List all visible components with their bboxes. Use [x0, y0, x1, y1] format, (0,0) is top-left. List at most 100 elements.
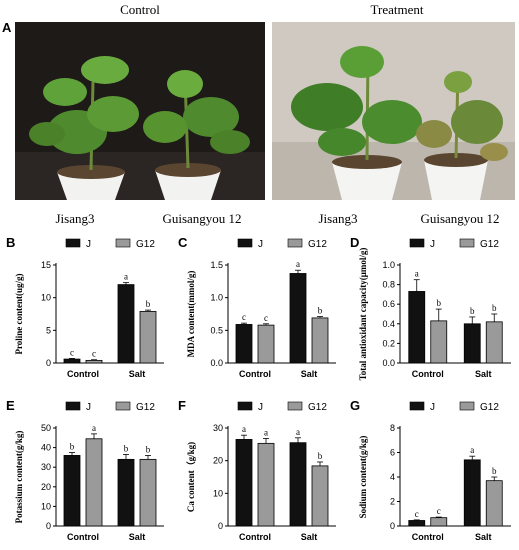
y-tick-label: 0.5: [210, 325, 223, 335]
y-tick-label: 8: [390, 423, 395, 433]
bar-j-control: [235, 324, 253, 364]
bar-j-salt: [117, 284, 135, 364]
cultivar-label-3: Jisang3: [318, 211, 358, 226]
panel-letter: E: [6, 398, 15, 413]
cultivar-label-4: Guisangyou 12: [420, 211, 500, 226]
bar-j-salt: [463, 459, 481, 527]
significance-letter: c: [415, 509, 419, 519]
bar-j-salt: [289, 442, 307, 527]
y-axis-label: Proline content(ug/g): [14, 273, 24, 354]
significance-letter: c: [70, 347, 74, 357]
chart-g: G J G12 0 2 4 6 8 Sodium content(g/kg) Control c c S…: [350, 398, 511, 542]
x-category-label: Control: [412, 369, 444, 379]
panel-letter: F: [178, 398, 186, 413]
significance-letter: a: [470, 445, 474, 455]
x-category-label: Control: [67, 369, 99, 379]
bar-g12-control: [257, 442, 275, 527]
treatment-photo: [272, 22, 515, 200]
legend-label-g12: G12: [308, 402, 327, 413]
x-category-label: Salt: [129, 369, 146, 379]
significance-letter: a: [242, 424, 246, 434]
significance-letter: a: [264, 427, 268, 437]
legend-swatch-g12: [115, 401, 131, 411]
significance-letter: a: [415, 269, 419, 279]
legend-swatch-j: [65, 238, 81, 248]
significance-letter: b: [492, 466, 497, 476]
legend-swatch-j: [237, 238, 253, 248]
y-tick-label: 10: [41, 501, 51, 511]
legend-swatch-j: [65, 401, 81, 411]
significance-letter: c: [242, 312, 246, 322]
legend-label-g12: G12: [136, 402, 155, 413]
chart-b: B J G12 0 5 10 15 Proline content(ug/g) Control c…: [6, 235, 164, 379]
y-tick-label: 30: [41, 462, 51, 472]
significance-letter: a: [92, 423, 96, 433]
chart-d: D J G12 0.0 0.2 0.4 0.6 0.8 1.0 Total antioxidant…: [350, 235, 511, 380]
panel-letter: B: [6, 235, 15, 250]
x-category-label: Salt: [301, 369, 318, 379]
legend-label-g12: G12: [136, 239, 155, 250]
legend-label-j: J: [258, 239, 263, 250]
significance-letter: a: [124, 272, 128, 282]
legend-swatch-j: [409, 401, 425, 411]
significance-letter: b: [318, 306, 323, 316]
bar-g12-salt: [485, 321, 503, 364]
legend-label-j: J: [430, 239, 435, 250]
significance-letter: a: [296, 259, 300, 269]
y-tick-label: 0.4: [382, 319, 395, 329]
bar-g12-control: [430, 320, 448, 364]
significance-letter: c: [264, 313, 268, 323]
panel-a-letter: A: [2, 20, 12, 35]
bar-j-control: [408, 291, 426, 364]
y-tick-label: 15: [41, 260, 51, 270]
bar-j-control: [235, 439, 253, 527]
significance-letter: b: [492, 303, 497, 313]
y-tick-label: 4: [390, 472, 395, 482]
legend-swatch-j: [237, 401, 253, 411]
panel-letter: D: [350, 235, 359, 250]
y-tick-label: 0.6: [382, 299, 395, 309]
y-tick-label: 0.0: [210, 358, 223, 368]
y-tick-label: 6: [390, 448, 395, 458]
y-axis-label: Potassium content(g/kg): [14, 431, 24, 524]
bar-g12-salt: [311, 317, 329, 364]
chart-c: C J G12 0.0 0.5 1.0 1.5 MDA content(mmol/g) Cont…: [178, 235, 336, 379]
chart-f: F J G12 0 10 20 30 Ca content（g/kg) Control a a Sal…: [178, 398, 336, 542]
y-tick-label: 50: [41, 423, 51, 433]
y-tick-label: 0.0: [382, 358, 395, 368]
treatment-photo-title: Treatment: [370, 2, 424, 17]
bar-g12-salt: [311, 465, 329, 527]
y-tick-label: 0: [218, 521, 223, 531]
significance-letter: a: [296, 427, 300, 437]
bar-g12-control: [85, 438, 103, 527]
y-axis-label: Ca content（g/kg): [186, 442, 196, 512]
chart-e: E J G12 0 10 20 30 40 50 Potassium content(g/kg) C…: [6, 398, 164, 542]
bar-g12-control: [257, 324, 275, 364]
x-category-label: Control: [239, 532, 271, 542]
significance-letter: b: [318, 451, 323, 461]
y-tick-label: 10: [41, 293, 51, 303]
bar-j-salt: [463, 323, 481, 364]
bar-g12-salt: [485, 480, 503, 527]
legend-swatch-g12: [459, 401, 475, 411]
bar-j-control: [408, 520, 426, 527]
y-tick-label: 30: [213, 423, 223, 433]
bar-g12-salt: [139, 310, 157, 364]
legend-label-g12: G12: [308, 239, 327, 250]
x-category-label: Control: [67, 532, 99, 542]
legend-swatch-g12: [115, 238, 131, 248]
legend-swatch-g12: [287, 401, 303, 411]
significance-letter: b: [146, 299, 151, 309]
y-tick-label: 2: [390, 497, 395, 507]
legend-label-g12: G12: [480, 402, 499, 413]
control-photo: [15, 22, 265, 200]
x-category-label: Salt: [475, 532, 492, 542]
y-tick-label: 5: [46, 325, 51, 335]
y-tick-label: 0.2: [382, 338, 395, 348]
significance-letter: c: [92, 349, 96, 359]
y-tick-label: 1.5: [210, 260, 223, 270]
significance-letter: b: [437, 298, 442, 308]
legend-label-j: J: [86, 402, 91, 413]
y-tick-label: 0: [46, 358, 51, 368]
y-tick-label: 40: [41, 443, 51, 453]
